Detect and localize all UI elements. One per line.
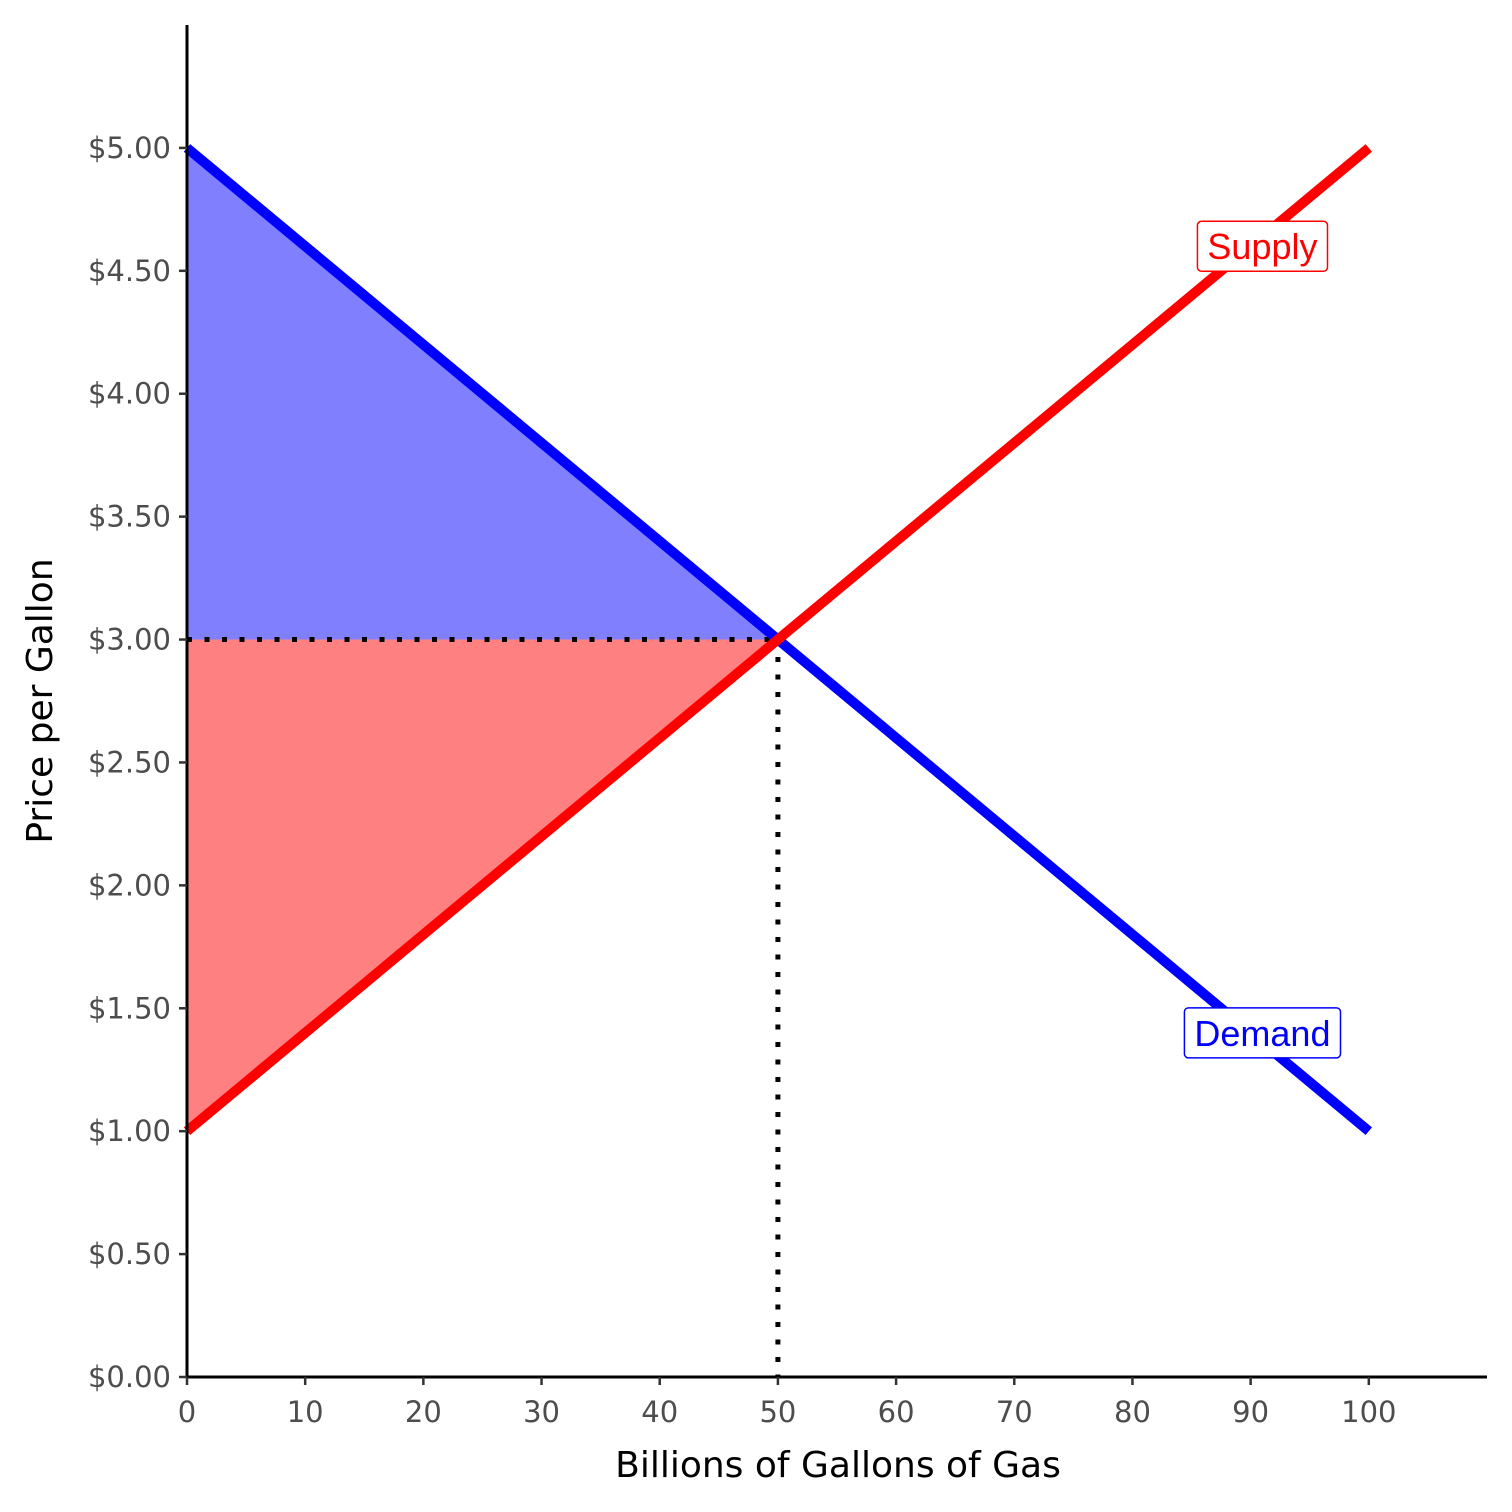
ticks: 0 10 20 30 40 50 60 70 80 90 100 $0.00 $0.50 $1.00 $1.… — [88, 131, 1397, 1429]
y-tick-label: $2.00 — [88, 868, 171, 902]
x-tick-label: 100 — [1341, 1395, 1396, 1429]
y-tick-label: $5.00 — [88, 131, 171, 165]
demand-label: Demand — [1183, 1007, 1342, 1059]
supply-label-text: Supply — [1207, 226, 1317, 267]
curve-labels: Supply Demand — [1183, 220, 1342, 1059]
y-axis-title: Price per Gallon — [20, 558, 61, 843]
x-tick-label: 50 — [759, 1395, 796, 1429]
x-tick-label: 70 — [996, 1395, 1033, 1429]
y-tick-label: $0.00 — [88, 1360, 171, 1394]
demand-label-text: Demand — [1194, 1013, 1330, 1054]
x-tick-label: 60 — [878, 1395, 915, 1429]
curves — [183, 144, 1373, 1136]
x-tick-label: 40 — [641, 1395, 678, 1429]
y-tick-label: $4.50 — [88, 254, 171, 288]
x-tick-label: 90 — [1232, 1395, 1269, 1429]
supply-label: Supply — [1196, 220, 1329, 272]
y-tick-label: $2.50 — [88, 745, 171, 779]
x-tick-label: 0 — [178, 1395, 196, 1429]
x-tick-label: 30 — [523, 1395, 560, 1429]
equilibrium-guides — [187, 637, 781, 1377]
y-tick-label: $1.00 — [88, 1114, 171, 1148]
y-tick-label: $0.50 — [88, 1237, 171, 1271]
x-tick-label: 20 — [405, 1395, 442, 1429]
axes — [185, 25, 1487, 1379]
supply-curve — [183, 144, 1373, 1136]
y-tick-label: $3.50 — [88, 500, 171, 534]
y-tick-label: $1.50 — [88, 991, 171, 1025]
demand-label-box — [1183, 1007, 1342, 1059]
x-tick-label: 80 — [1114, 1395, 1151, 1429]
x-axis-title: Billions of Gallons of Gas — [615, 1445, 1061, 1486]
y-tick-label: $3.00 — [88, 623, 171, 657]
supply-label-box — [1196, 220, 1329, 272]
x-tick-label: 10 — [287, 1395, 324, 1429]
y-tick-label: $4.00 — [88, 377, 171, 411]
